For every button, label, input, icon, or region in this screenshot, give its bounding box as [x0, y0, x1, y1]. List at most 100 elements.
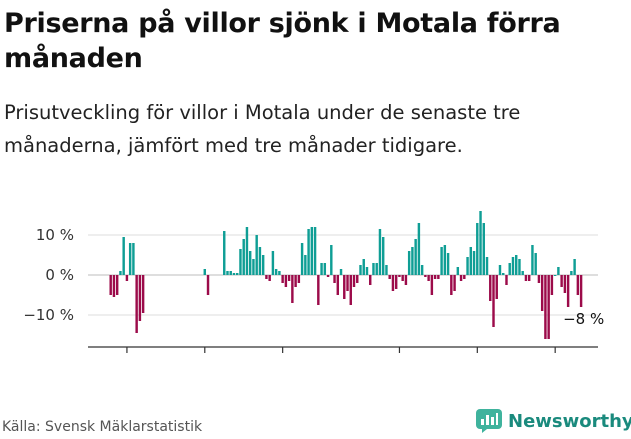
bar [492, 275, 495, 327]
bar [566, 275, 570, 307]
bar [391, 275, 395, 291]
bar [365, 267, 369, 275]
bar [310, 227, 314, 275]
bar [466, 257, 469, 275]
bar [128, 243, 132, 275]
bar [313, 227, 317, 275]
bar [514, 255, 518, 275]
bar [560, 275, 563, 287]
bar [381, 237, 385, 275]
bar [232, 273, 236, 275]
bar [333, 275, 336, 283]
bar [411, 247, 414, 275]
bar [375, 263, 378, 275]
x-tick-label: 2016 [264, 356, 302, 357]
bar [141, 275, 145, 313]
y-tick-label: −10 % [23, 306, 74, 324]
bar [239, 249, 242, 275]
y-tick-label: 10 % [36, 226, 74, 244]
bar [122, 237, 125, 275]
bar [265, 275, 268, 279]
bar [544, 275, 547, 339]
bar [527, 275, 531, 281]
bar [534, 253, 537, 275]
bar-chart: 10 % 0 % −10 % 2012 2014 2016 2019 2021 2023 −8 % [23, 211, 604, 357]
source-note: Källa: Svensk Mäklarstatistik [2, 419, 203, 435]
bar [349, 275, 352, 305]
bar [531, 245, 534, 275]
bar [125, 275, 129, 281]
bar [453, 275, 456, 291]
x-tick-label: 2021 [458, 356, 496, 357]
bar [502, 273, 505, 275]
last-value-label: −8 % [563, 310, 604, 328]
y-tick-label: 0 % [45, 266, 74, 284]
bar [417, 223, 421, 275]
bar [320, 263, 323, 275]
bar [388, 275, 391, 279]
bar [424, 275, 427, 277]
bar [476, 223, 479, 275]
chart-subtitle: Prisutveckling för villor i Motala under… [4, 101, 521, 157]
bar [294, 275, 297, 287]
bar [330, 245, 333, 275]
bar [343, 275, 346, 299]
bar [132, 243, 135, 275]
bar [430, 275, 434, 295]
bar [482, 223, 485, 275]
bar [505, 275, 508, 285]
bar [304, 255, 307, 275]
bar [437, 275, 440, 279]
bar [291, 275, 294, 303]
bar [284, 275, 288, 287]
bar [498, 265, 502, 275]
x-tick-label: 2012 [108, 356, 146, 357]
bar [463, 275, 466, 279]
newsworthy-logo: Newsworthy [476, 409, 631, 433]
bar [378, 229, 382, 275]
bar [300, 243, 304, 275]
bar [252, 259, 255, 275]
bar [203, 269, 206, 275]
bar [307, 229, 310, 275]
bar-series [109, 211, 583, 339]
x-tick-label: 2014 [186, 356, 224, 357]
bar [472, 251, 476, 275]
bar [112, 275, 116, 297]
bar [579, 275, 583, 307]
bar [278, 271, 281, 275]
bar [427, 275, 430, 281]
bar [245, 227, 249, 275]
bar [407, 251, 411, 275]
bar [557, 267, 560, 275]
bar [372, 263, 375, 275]
bar [485, 257, 489, 275]
bar [226, 271, 229, 275]
bar [404, 275, 408, 285]
x-axis [88, 346, 598, 353]
bar [385, 265, 388, 275]
bar [369, 275, 372, 285]
bar [109, 275, 112, 295]
bar [420, 265, 424, 275]
bar [563, 275, 567, 293]
bar [346, 275, 349, 291]
bar [537, 275, 541, 283]
bar [443, 245, 447, 275]
bar [440, 247, 443, 275]
bar [336, 275, 340, 295]
bar [339, 269, 343, 275]
bar [394, 275, 398, 289]
bar [479, 211, 482, 275]
bar [274, 269, 278, 275]
bar [317, 275, 320, 305]
bar [489, 275, 492, 301]
bar [446, 253, 450, 275]
bar [356, 275, 359, 283]
bar [281, 275, 284, 283]
bar [495, 275, 498, 299]
bar [511, 257, 515, 275]
bar [271, 251, 275, 275]
bar [401, 275, 404, 281]
bar [242, 239, 245, 275]
